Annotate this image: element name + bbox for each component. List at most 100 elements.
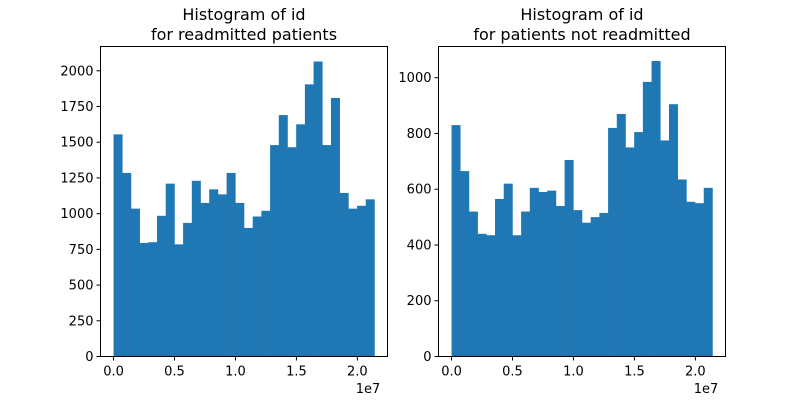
- histogram-bar: [191, 180, 201, 357]
- histogram-bar: [582, 222, 591, 357]
- y-tick-label: 2000: [60, 64, 93, 79]
- y-tick-label: 250: [69, 314, 94, 329]
- histogram-bar: [625, 147, 635, 357]
- histogram-bar: [157, 215, 167, 357]
- histogram-bar: [668, 104, 678, 357]
- histogram-bar: [226, 172, 236, 357]
- y-tick-label: 1000: [398, 71, 431, 86]
- histogram-bar: [564, 159, 574, 357]
- x-tick-label: 1.0: [225, 365, 246, 380]
- chart-title-line2: for patients not readmitted: [473, 25, 690, 44]
- histogram-bar: [651, 60, 661, 357]
- histogram-bar: [217, 194, 227, 357]
- histogram-bar: [660, 140, 670, 357]
- y-tick-label: 1500: [60, 136, 93, 151]
- histogram-bar: [512, 235, 522, 357]
- histogram-bar: [348, 208, 358, 357]
- y-tick-label: 0: [423, 350, 431, 365]
- chart-title-line1: Histogram of id: [520, 5, 643, 24]
- histogram-bar: [209, 189, 219, 357]
- histogram-bars: [451, 60, 713, 357]
- chart-panel-readmitted: Histogram of id for readmitted patients …: [60, 5, 388, 397]
- histogram-bar: [357, 205, 367, 357]
- x-tick-label: 2.0: [685, 365, 706, 380]
- y-tick-label: 750: [69, 243, 94, 258]
- histogram-bar: [339, 192, 349, 357]
- histogram-bar: [174, 244, 184, 357]
- chart-title-line2: for readmitted patients: [151, 25, 337, 44]
- x-tick-label: 2.0: [347, 365, 368, 380]
- histogram-bar: [608, 127, 618, 357]
- histogram-bar: [278, 115, 288, 357]
- x-tick-label: 1.5: [624, 365, 645, 380]
- y-tick-label: 0: [85, 350, 93, 365]
- histogram-bar: [599, 212, 609, 357]
- histogram-bar: [573, 210, 583, 357]
- y-tick-label: 800: [407, 127, 432, 142]
- histogram-bar: [486, 235, 496, 357]
- histogram-bar: [686, 201, 696, 357]
- y-tick-label: 200: [407, 294, 432, 309]
- histogram-bar: [365, 199, 375, 357]
- y-tick-label: 400: [407, 238, 432, 253]
- histogram-bar: [330, 97, 340, 357]
- histogram-bar: [590, 217, 600, 357]
- y-tick-label: 1250: [60, 171, 93, 186]
- x-axis-offset-label: 1e7: [356, 382, 381, 397]
- x-tick-label: 0.0: [441, 365, 462, 380]
- x-tick-label: 1.5: [286, 365, 307, 380]
- histogram-bar: [183, 222, 193, 357]
- x-tick-label: 0.5: [502, 365, 523, 380]
- histogram-bar: [695, 203, 705, 357]
- y-tick-label: 1750: [60, 100, 93, 115]
- histogram-bar: [252, 216, 262, 357]
- histogram-bar: [113, 134, 123, 357]
- x-axis-offset-label: 1e7: [694, 382, 719, 397]
- histogram-bar: [287, 147, 297, 357]
- histogram-bar: [451, 125, 461, 357]
- histogram-bar: [634, 132, 644, 357]
- histogram-bar: [529, 187, 539, 357]
- histogram-bar: [261, 210, 271, 357]
- y-tick-label: 600: [407, 183, 432, 198]
- histogram-bar: [244, 227, 253, 357]
- histogram-bar: [304, 84, 314, 357]
- histogram-bar: [148, 242, 158, 357]
- chart-title-line1: Histogram of id: [182, 5, 305, 24]
- histogram-bar: [677, 179, 687, 357]
- y-tick-label: 500: [69, 279, 94, 294]
- histogram-bar: [495, 198, 505, 357]
- plot-frame: [100, 46, 388, 357]
- histogram-bar: [703, 187, 713, 357]
- histogram-bar: [642, 81, 652, 357]
- histogram-bar: [200, 202, 210, 357]
- histogram-bar: [235, 202, 245, 357]
- y-axis-ticks: 0 200 400 600 800 1000: [398, 71, 439, 365]
- histogram-bar: [538, 192, 548, 357]
- histogram-bar: [296, 124, 306, 357]
- histogram-bar: [122, 172, 132, 357]
- histogram-bar: [547, 190, 557, 357]
- histogram-bar: [616, 113, 626, 357]
- histogram-bar: [322, 145, 332, 357]
- histogram-bar: [503, 183, 513, 357]
- plot-frame: [438, 46, 726, 357]
- x-tick-label: 0.5: [164, 365, 185, 380]
- histogram-bar: [477, 233, 487, 357]
- y-tick-label: 1000: [60, 207, 93, 222]
- histogram-bar: [468, 211, 478, 357]
- histogram-bar: [270, 145, 280, 357]
- chart-panel-not-readmitted: Histogram of id for patients not readmit…: [398, 5, 726, 397]
- histogram-bar: [555, 205, 565, 357]
- x-tick-label: 1.0: [563, 365, 584, 380]
- histogram-bar: [521, 211, 531, 357]
- histogram-bar: [130, 208, 140, 357]
- histogram-bar: [139, 242, 149, 357]
- y-axis-ticks: 0 250 500 750 1000 1250 1500 1750 2000: [60, 64, 101, 365]
- x-axis-ticks: 0.0 0.5 1.0 1.5 2.0: [441, 356, 706, 380]
- x-tick-label: 0.0: [103, 365, 124, 380]
- histogram-bar: [313, 61, 323, 357]
- histogram-bar: [165, 183, 175, 357]
- x-axis-ticks: 0.0 0.5 1.0 1.5 2.0: [103, 356, 368, 380]
